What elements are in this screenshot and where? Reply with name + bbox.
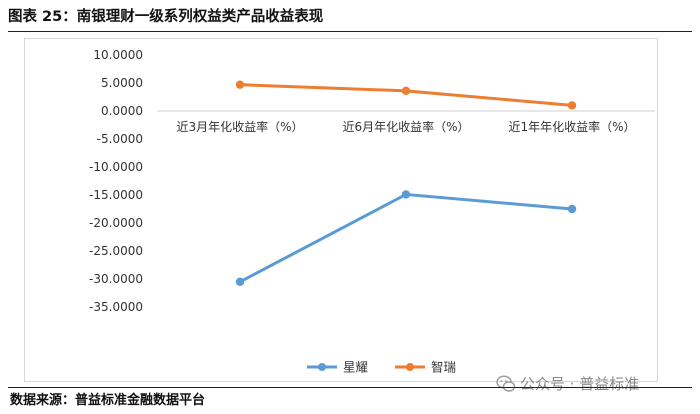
legend-label: 星耀 <box>343 360 369 375</box>
x-category-label: 近6月年化收益率（%） <box>342 119 469 134</box>
legend-marker-1 <box>318 363 326 371</box>
wechat-icon <box>496 375 516 392</box>
y-tick-label: -30.0000 <box>89 272 143 286</box>
data-point <box>401 190 411 199</box>
watermark: 公众号 · 普益标准 <box>496 372 639 396</box>
watermark-text: 公众号 · 普益标准 <box>520 375 640 393</box>
x-category-label: 近1年年化收益率（%） <box>508 119 635 134</box>
legend-marker-2 <box>406 363 414 371</box>
title-rule <box>8 31 692 32</box>
y-tick-label: -10.0000 <box>89 160 143 174</box>
y-tick-label: 5.0000 <box>101 76 143 90</box>
data-point <box>567 101 577 110</box>
legend-label: 智瑞 <box>431 360 456 375</box>
source-rule <box>8 387 692 388</box>
y-tick-label: 0.0000 <box>101 104 143 118</box>
y-tick-label: 10.0000 <box>93 48 143 62</box>
series-line-1 <box>238 192 574 284</box>
data-point <box>567 204 577 214</box>
line-chart: 10.0000 5.0000 0.0000 -5.0000 -10.0000 -15.00… <box>89 48 655 375</box>
data-point <box>401 86 411 96</box>
y-tick-label: -35.0000 <box>89 300 143 314</box>
y-tick-label: -25.0000 <box>89 244 143 258</box>
y-tick-label: -15.0000 <box>89 188 143 202</box>
y-tick-label: -20.0000 <box>89 216 143 230</box>
data-point <box>235 277 245 286</box>
x-category-label: 近3月年化收益率（%） <box>176 119 303 134</box>
data-point <box>235 80 245 89</box>
figure-title: 图表 25：南银理财一级系列权益类产品收益表现 <box>8 9 324 25</box>
chart-area: 10.0000 5.0000 0.0000 -5.0000 -10.0000 -15.00… <box>24 38 658 382</box>
data-source: 数据来源：普益标准金融数据平台 <box>10 393 206 408</box>
y-tick-label: -5.0000 <box>97 132 143 146</box>
